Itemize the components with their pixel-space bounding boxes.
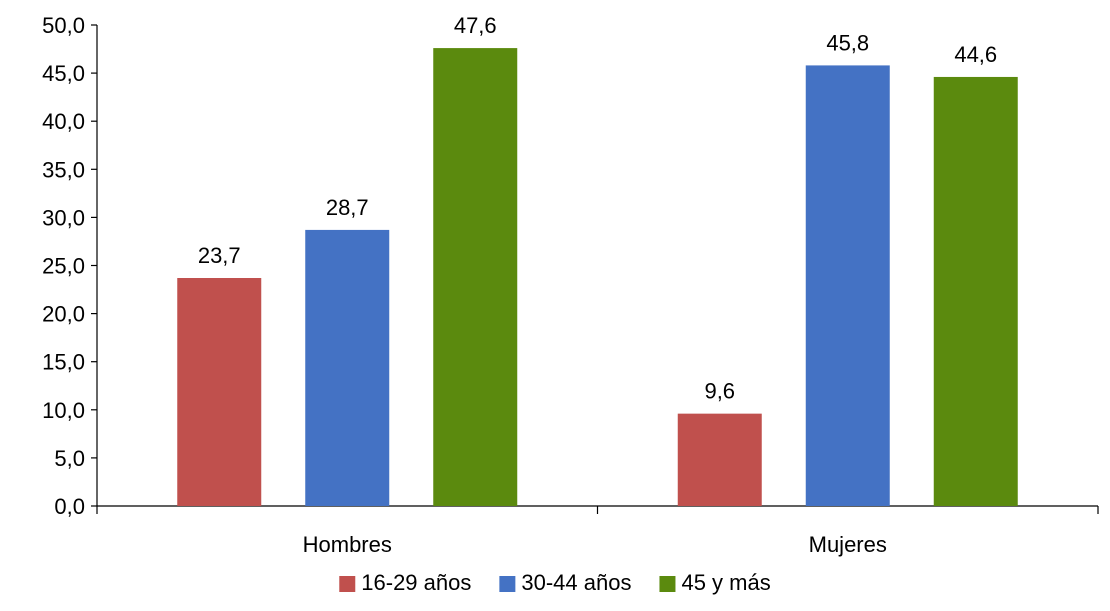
bar [177, 278, 262, 506]
legend-swatch [339, 576, 356, 592]
y-tick-label: 10,0 [42, 398, 85, 423]
y-tick-label: 50,0 [42, 13, 85, 38]
value-labels: 23,7 28,7 47,6 9,6 45,8 44,6 [198, 13, 997, 404]
bar [933, 76, 1018, 506]
legend-item[interactable]: 45 y más [659, 570, 771, 595]
y-axis: 0,0 5,0 10,0 15,0 20,0 25,0 30,0 35,0 40,0 45,0 50… [42, 13, 98, 519]
legend-label: 30-44 años [521, 570, 631, 595]
legend-label: 16-29 años [361, 570, 471, 595]
y-tick-label: 5,0 [54, 446, 85, 471]
bar [433, 48, 518, 506]
y-tick-label: 45,0 [42, 61, 85, 86]
data-label: 9,6 [704, 379, 735, 404]
bar [305, 229, 390, 506]
legend[interactable]: 16-29 años 30-44 años 45 y más [339, 570, 771, 595]
y-tick-label: 40,0 [42, 109, 85, 134]
x-category-label: Hombres [303, 532, 392, 557]
data-label: 44,6 [954, 42, 997, 67]
legend-item[interactable]: 16-29 años [339, 570, 471, 595]
y-tick-label: 30,0 [42, 205, 85, 230]
y-tick-label: 35,0 [42, 157, 85, 182]
y-tick-label: 25,0 [42, 254, 85, 279]
y-tick-label: 15,0 [42, 350, 85, 375]
legend-item[interactable]: 30-44 años [499, 570, 631, 595]
data-label: 45,8 [826, 30, 869, 55]
data-label: 47,6 [454, 13, 497, 38]
bar [677, 413, 762, 506]
legend-swatch [659, 576, 676, 592]
y-tick-label: 0,0 [54, 494, 85, 519]
y-tick-label: 20,0 [42, 302, 85, 327]
legend-label: 45 y más [681, 570, 770, 595]
bar [805, 65, 890, 507]
data-label: 28,7 [326, 195, 369, 220]
data-label: 23,7 [198, 243, 241, 268]
legend-swatch [499, 576, 516, 592]
x-category-label: Mujeres [809, 532, 887, 557]
bars [177, 48, 1018, 507]
x-axis: Hombres Mujeres [96, 505, 1099, 557]
